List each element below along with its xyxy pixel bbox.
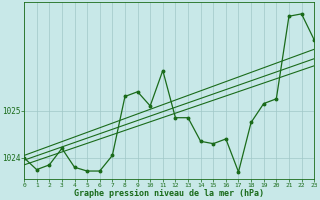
X-axis label: Graphe pression niveau de la mer (hPa): Graphe pression niveau de la mer (hPa) <box>74 189 264 198</box>
